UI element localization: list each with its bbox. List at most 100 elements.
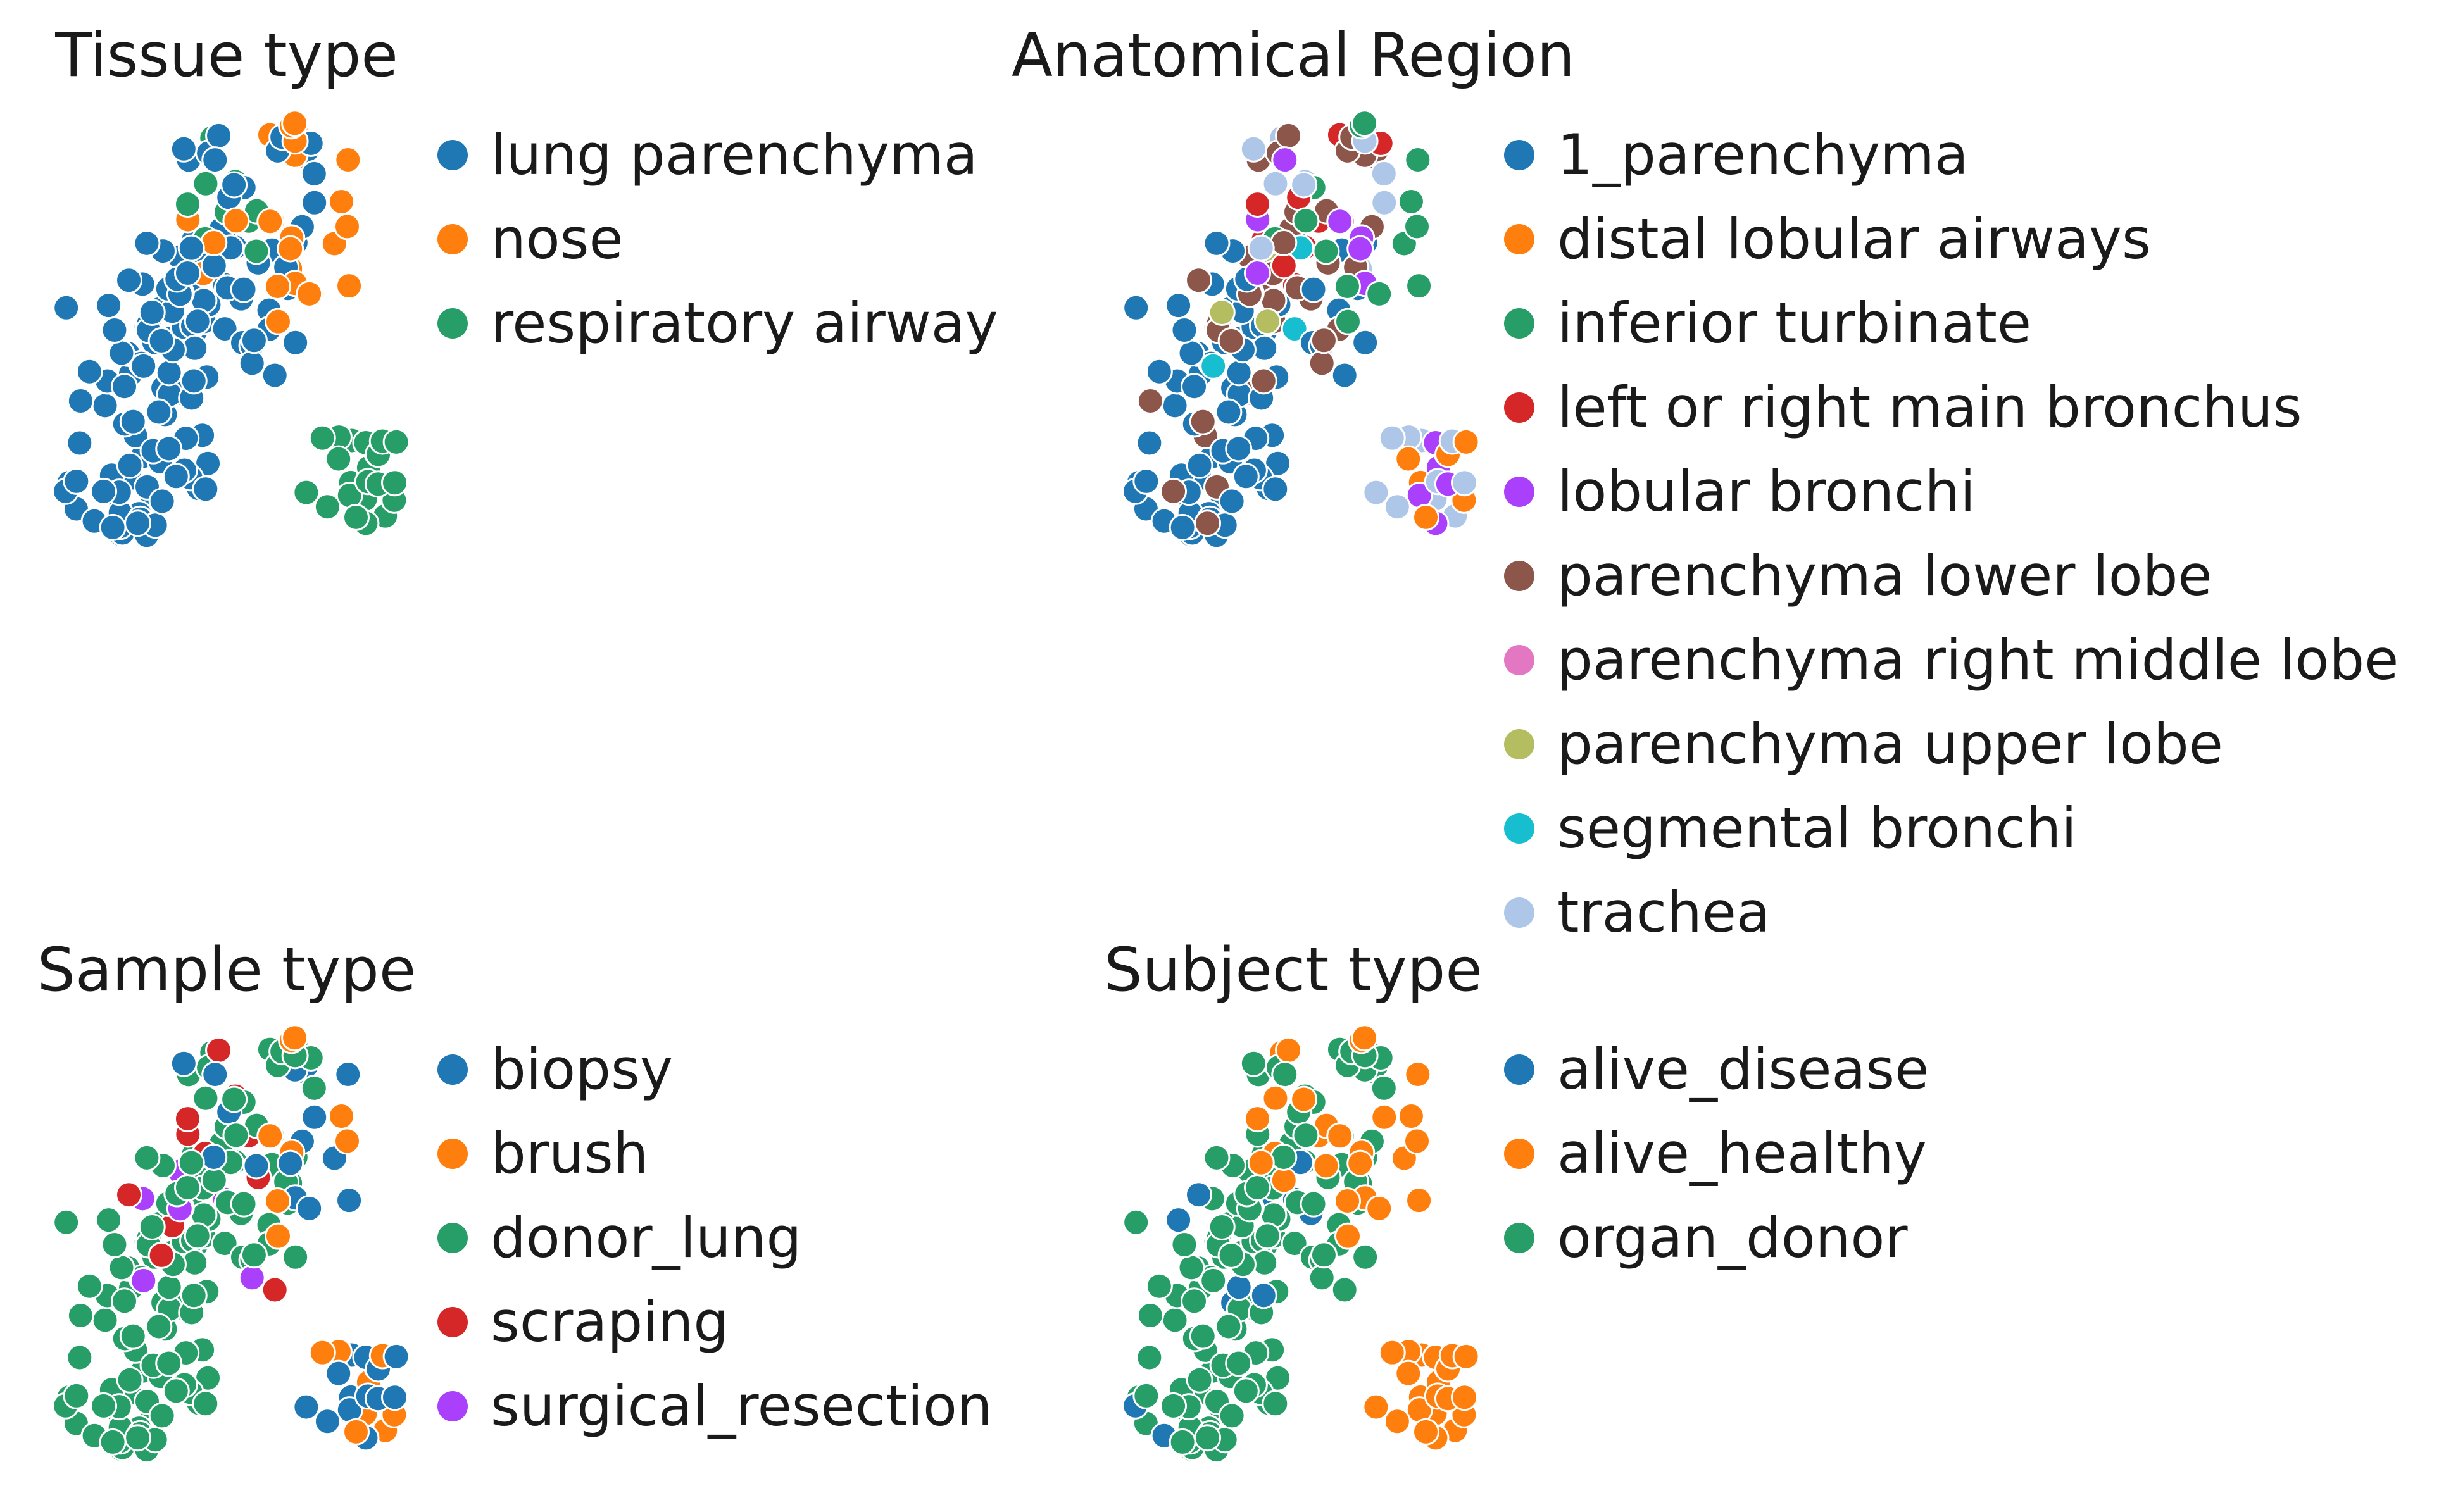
scatter-point [1395,445,1422,473]
scatter-points [52,109,410,549]
scatter-point [116,1366,144,1394]
legend-label: nose [491,206,624,272]
scatter-point [1122,294,1150,322]
scatter-point [1145,1272,1173,1300]
scatter-point [1132,1382,1160,1409]
scatter-point [90,477,118,505]
scatter-point [1404,1061,1432,1089]
scatter-point [147,1241,175,1269]
scatter-point [292,1393,320,1421]
scatter-point [115,266,143,294]
scatter-point [1165,1206,1193,1234]
scatter-point [162,463,190,490]
scatter-point [1351,1024,1379,1052]
scatter-point [1370,159,1398,187]
scatter-point [334,1127,361,1155]
scatter-point [1208,299,1236,327]
scatter-point [300,1074,328,1102]
scatter-point [1200,352,1227,380]
scatter-point [325,1359,353,1387]
scatter-point [1208,1213,1236,1241]
scatter-point [277,1149,304,1177]
scatter-point [1271,146,1299,174]
scatter-point [1232,463,1260,490]
scatter-points [52,1024,410,1464]
legend-marker [437,224,468,254]
scatter-point [308,1339,336,1366]
scatter-point [1253,308,1281,335]
scatter-point [300,159,328,187]
legend-marker [1504,140,1534,170]
scatter-point [1281,315,1308,343]
scatter-point [91,1306,119,1334]
scatter-point [155,359,183,387]
scatter-point [99,1428,127,1456]
scatter-point [1194,509,1222,537]
scatter-point [1370,1074,1398,1102]
scatter-point [148,1402,176,1430]
scatter-point [1225,1273,1253,1301]
scatter-point [1450,469,1478,497]
scatter-point [1136,1344,1163,1371]
legend-marker [1504,224,1534,254]
scatter-point [308,424,336,452]
scatter-point [147,327,175,354]
scatter-point [342,1418,370,1446]
panel-3: Sample type biopsy brush donor_lung scraping… [37,935,993,1464]
legend-label: parenchyma right middle lobe [1557,627,2398,692]
legend-label: donor_lung [491,1205,801,1270]
scatter-point [155,435,183,463]
scatter-point [145,1313,173,1340]
scatter-point [1177,339,1205,367]
scatter-point [1136,387,1164,415]
scatter-point [1189,408,1217,435]
legend: alive_disease alive_healthy organ_donor [1504,1037,1929,1270]
scatter-point [192,170,220,197]
scatter-point [1351,109,1379,137]
scatter-point [130,352,158,380]
scatter-point [1243,1174,1271,1202]
legend-marker [1504,1054,1534,1085]
legend-marker [1504,729,1534,759]
scatter-point [1217,1241,1245,1269]
scatter-point [108,1254,135,1282]
scatter-point [1351,328,1379,356]
legend-marker [437,1307,468,1337]
scatter-point [192,1390,220,1418]
scatter-point [1169,1428,1196,1456]
scatter-point [173,259,201,287]
scatter-point [1189,1322,1217,1350]
scatter-point [162,1377,190,1405]
scatter-point [1185,266,1213,294]
scatter-point [325,445,353,473]
scatter-point [155,1349,183,1377]
scatter-point [1262,1084,1289,1112]
scatter-point [124,509,152,537]
scatter-point [242,1152,270,1180]
scatter-point [1177,1254,1205,1282]
scatter-point [1165,292,1193,320]
legend-label: alive_healthy [1557,1121,1927,1186]
scatter-point [380,1384,408,1411]
scatter-point [119,1322,147,1350]
scatter-point [173,1105,201,1133]
scatter-point [1122,1208,1150,1236]
scatter-point [66,1302,94,1330]
scatter-point [1247,1149,1275,1177]
scatter-point [1271,1061,1299,1089]
scatter-point [1243,259,1271,287]
scatter-point [230,1190,258,1218]
scatter-point [1170,1231,1198,1259]
scatter-point [1225,359,1253,387]
scatter-point [1250,1282,1277,1309]
scatter-point [1405,272,1433,300]
scatter-point [184,308,211,335]
panel-4: Subject type alive_disease alive_healthyor… [1104,935,1929,1464]
scatter-point [1310,327,1338,354]
scatter-point [1136,429,1163,457]
scatter-point [1397,188,1425,216]
scatter-point [148,487,176,515]
scatter-point [1290,171,1318,199]
legend-label: parenchyma upper lobe [1557,711,2223,777]
scatter-point [256,208,284,235]
